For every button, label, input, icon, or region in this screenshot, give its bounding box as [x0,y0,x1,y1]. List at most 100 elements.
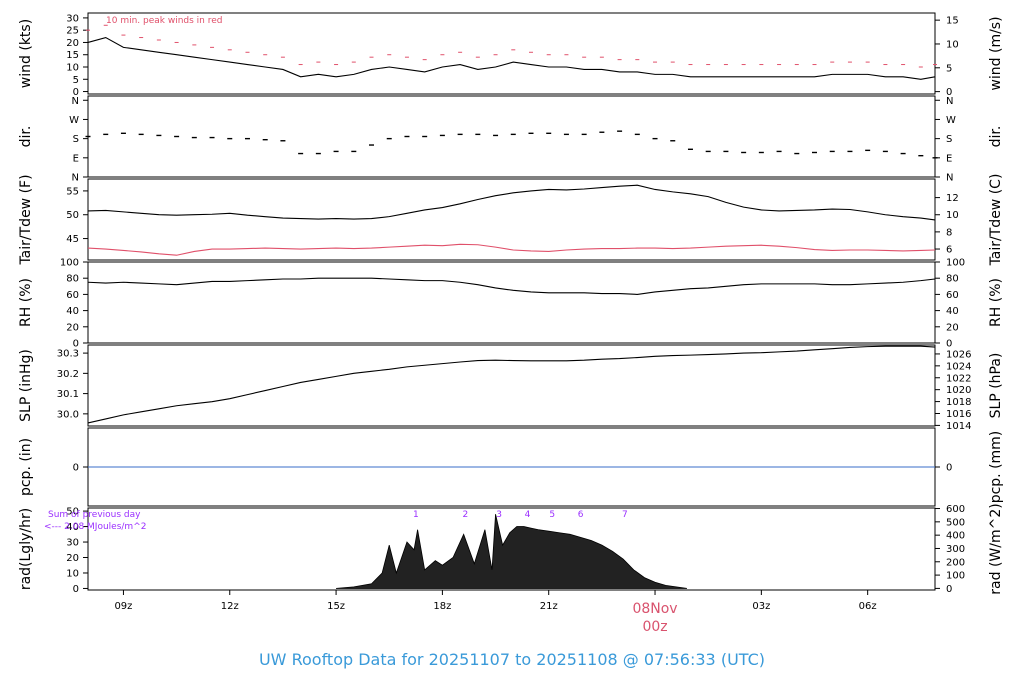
wind-y-label-right: wind (m/s) [988,16,1004,90]
wind-left-tick-label: 30 [66,13,79,24]
dir-left-tick-label: N [72,173,79,184]
wind-left-tick-label: 15 [66,50,79,61]
rh-left-tick-label: 40 [66,306,79,317]
slp-right-tick-label: 1018 [946,397,971,408]
wind-left-tick-label: 10 [66,63,79,74]
wind-right-tick-label: 5 [946,63,952,74]
dir-left-tick-label: S [73,134,79,145]
x-tick-label: 09z [114,601,132,612]
rh-right-tick-label: 60 [946,290,959,301]
dir-left-tick-label: W [69,115,79,126]
temp-left-tick-label: 55 [66,186,79,197]
temp-left-tick-label: 45 [66,234,79,245]
wind-left-tick-label: 25 [66,26,79,37]
temp-y-label-right: Tair/Tdew (C) [988,174,1004,267]
rad-left-tick-label: 40 [66,522,79,533]
rh-left-tick-label: 20 [66,322,79,333]
slp-series-line-0 [87,345,936,424]
rh-right-tick-label: 40 [946,306,959,317]
temp-panel-frame [87,178,936,261]
dir-y-label-right: dir. [988,126,1004,148]
rh-series-line-0 [87,277,936,295]
rad-right-tick-label: 500 [946,517,965,528]
slp-right-tick-label: 1022 [946,373,971,384]
rad-right-tick-label: 600 [946,504,965,515]
wind-right-tick-label: 0 [946,87,952,98]
dir-right-tick-label: N [946,173,953,184]
slp-right-tick-label: 1026 [946,349,971,360]
rad-y-label-left: rad(Lgly/hr) [18,508,34,590]
pcp-right-tick-label: 0 [946,463,952,474]
rh-right-tick-label: 20 [946,322,959,333]
dir-left-tick-label: E [73,153,79,164]
rh-right-tick-label: 80 [946,274,959,285]
rad-left-tick-label: 20 [66,553,79,564]
temp-right-tick-label: 8 [946,227,952,238]
rad-panel-frame [87,507,936,591]
rad-left-tick-label: 10 [66,568,79,579]
rad-right-tick-label: 300 [946,544,965,555]
pcp-y-label-right: pcp. (mm) [988,431,1004,504]
slp-right-tick-label: 1014 [946,421,971,432]
x-tick-label: 15z [327,601,345,612]
x-tick-label: 21z [540,601,558,612]
slp-y-label-right: SLP (hPa) [988,353,1004,419]
temp-left-tick-label: 50 [66,210,79,221]
rh-y-label-right: RH (%) [988,278,1004,327]
rad-right-tick-label: 0 [946,584,952,595]
dir-right-tick-label: E [946,153,952,164]
x-tick-label-midnight: 00z [642,619,667,635]
wind-right-tick-label: 15 [946,16,959,27]
rad-area [336,514,687,589]
temp-series-line-1 [87,243,936,256]
wind-series-line-0 [87,36,936,80]
slp-right-tick-label: 1024 [946,361,971,372]
rad-marker-label: 5 [549,510,555,520]
rad-left-tick-label: 50 [66,507,79,518]
pcp-y-label-left: pcp. (in) [18,438,34,496]
slp-left-tick-label: 30.0 [57,409,79,420]
temp-right-tick-label: 12 [946,193,959,204]
rad-right-tick-label: 200 [946,557,965,568]
figure-title: UW Rooftop Data for 20251107 to 20251108… [259,650,765,669]
dir-right-tick-label: W [946,115,956,126]
x-tick-label: 03z [752,601,770,612]
wind-y-label-left: wind (kts) [18,19,34,88]
rad-marker-label: 7 [622,510,628,520]
wind-left-tick-label: 5 [73,75,79,86]
pcp-left-tick-label: 0 [73,463,79,474]
x-tick-label: 12z [221,601,239,612]
slp-left-tick-label: 30.3 [57,349,79,360]
slp-right-tick-label: 1020 [946,385,971,396]
x-date-label: 08Nov [632,601,677,617]
rad-right-tick-label: 400 [946,531,965,542]
x-tick-label: 18z [433,601,451,612]
temp-right-tick-label: 10 [946,210,959,221]
wind-left-tick-label: 0 [73,87,79,98]
rad-marker-label: 6 [578,510,584,520]
wind-peak-annotation: 10 min. peak winds in red [106,16,223,26]
rad-sum-annotation-line1: Sum of previous day [48,510,141,520]
dir-y-label-left: dir. [18,126,34,148]
rh-left-tick-label: 80 [66,274,79,285]
rh-right-tick-label: 0 [946,339,952,350]
x-tick-label: 06z [859,601,877,612]
rh-left-tick-label: 60 [66,290,79,301]
slp-y-label-left: SLP (inHg) [18,349,34,422]
dir-left-tick-label: N [72,96,79,107]
wind-left-tick-label: 20 [66,38,79,49]
rad-sum-annotation-line2: <--- 2.08 MJoules/m^2 [44,522,146,532]
rh-panel-frame [87,261,936,344]
slp-panel-frame [87,344,936,427]
rh-y-label-left: RH (%) [18,278,34,327]
slp-left-tick-label: 30.2 [57,369,79,380]
wind-panel-frame [87,12,936,95]
dir-right-tick-label: S [946,134,952,145]
temp-right-tick-label: 6 [946,245,952,256]
rh-left-tick-label: 100 [60,258,79,269]
rad-left-tick-label: 0 [73,584,79,595]
rad-marker-label: 3 [496,510,502,520]
rad-y-label-right: rad (W/m^2) [988,503,1004,594]
